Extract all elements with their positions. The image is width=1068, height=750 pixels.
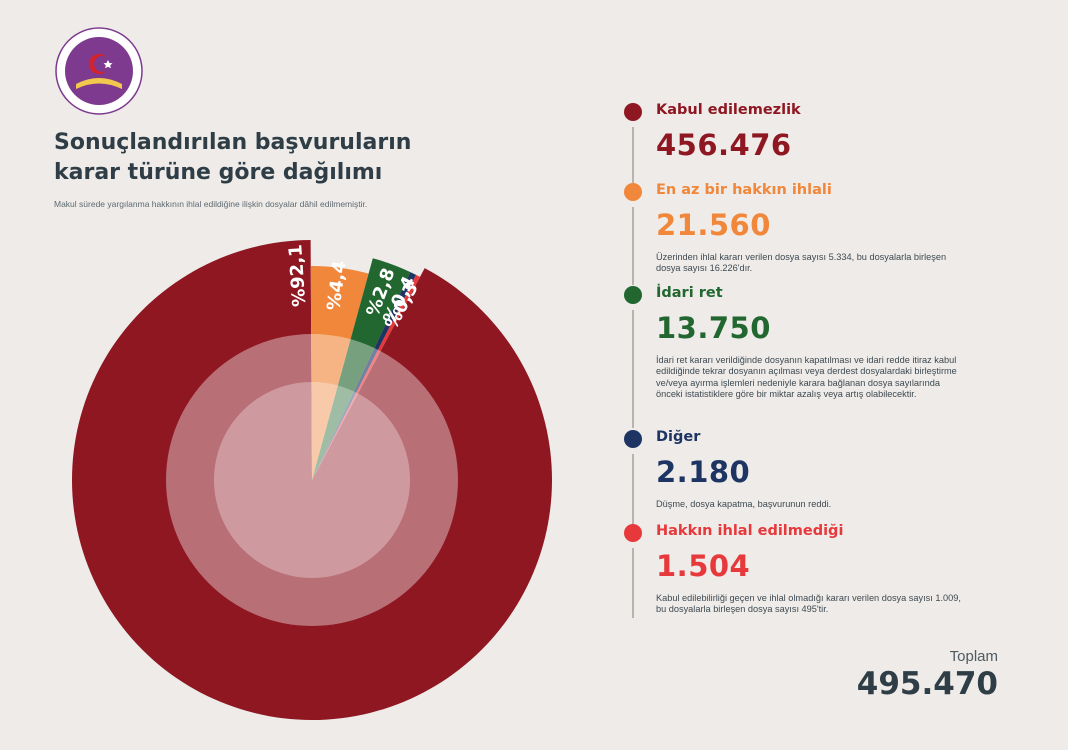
legend-value: 13.750 xyxy=(656,311,771,345)
legend-value: 1.504 xyxy=(656,549,750,583)
legend-dot xyxy=(624,103,642,121)
legend-label: Hakkın ihlal edilmediği xyxy=(656,523,843,539)
legend-note: Üzerinden ihlal kararı verilen dosya say… xyxy=(656,252,968,275)
legend-value: 456.476 xyxy=(656,128,792,162)
legend-label: Kabul edilemezlik xyxy=(656,102,801,118)
legend-label: Diğer xyxy=(656,429,700,445)
legend-label: İdari ret xyxy=(656,285,723,301)
legend-dot xyxy=(624,430,642,448)
legend-value: 21.560 xyxy=(656,208,771,242)
total-label: Toplam xyxy=(950,648,998,665)
slice-percent-label: %92,1 xyxy=(285,244,310,308)
legend-dot xyxy=(624,524,642,542)
legend-dot xyxy=(624,286,642,304)
legend-dot xyxy=(624,183,642,201)
legend-value: 2.180 xyxy=(656,455,750,489)
legend-note: İdari ret kararı verildiğinde dosyanın k… xyxy=(656,355,968,401)
total-value: 495.470 xyxy=(857,666,998,702)
overlay-ring-inner xyxy=(214,382,410,578)
legend-note: Düşme, dosya kapatma, başvurunun reddi. xyxy=(656,499,968,510)
legend-label: En az bir hakkın ihlali xyxy=(656,182,832,198)
legend-note: Kabul edilebilirliği geçen ve ihlal olma… xyxy=(656,593,968,616)
